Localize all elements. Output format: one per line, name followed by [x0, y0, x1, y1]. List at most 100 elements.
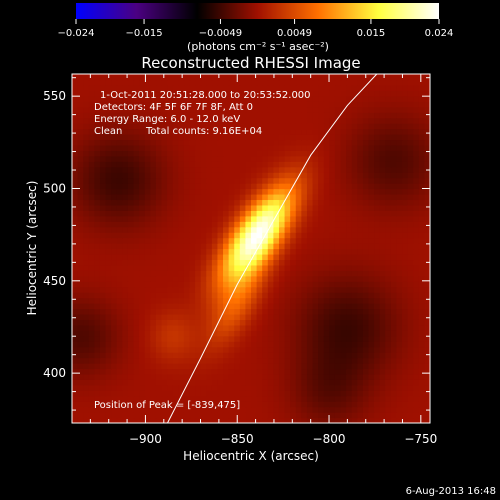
- image-pixel: [116, 90, 123, 97]
- image-pixel: [418, 275, 426, 282]
- image-pixel: [396, 286, 403, 293]
- image-pixel: [374, 330, 381, 337]
- image-pixel: [407, 90, 414, 97]
- image-pixel: [189, 183, 196, 190]
- image-pixel: [88, 341, 95, 348]
- image-pixel: [346, 357, 353, 364]
- image-pixel: [290, 253, 297, 261]
- image-pixel: [273, 183, 280, 190]
- image-pixel: [88, 112, 95, 119]
- image-pixel: [290, 357, 297, 364]
- image-pixel: [88, 330, 95, 337]
- image-pixel: [385, 123, 392, 130]
- image-pixel: [72, 395, 79, 402]
- image-pixel: [290, 330, 297, 337]
- image-pixel: [116, 264, 123, 271]
- image-pixel: [105, 161, 112, 168]
- image-pixel: [340, 303, 347, 310]
- image-pixel: [161, 373, 168, 380]
- image-pixel: [200, 390, 207, 397]
- image-pixel: [278, 346, 286, 353]
- image-pixel: [116, 346, 123, 353]
- image-pixel: [318, 150, 325, 157]
- image-pixel: [301, 368, 308, 375]
- image-pixel: [189, 84, 196, 91]
- image-pixel: [346, 308, 353, 315]
- image-pixel: [133, 313, 140, 320]
- image-pixel: [301, 412, 308, 419]
- image-pixel: [262, 341, 269, 348]
- image-pixel: [178, 133, 185, 141]
- image-pixel: [374, 112, 381, 119]
- image-pixel: [385, 226, 392, 233]
- image-pixel: [424, 264, 430, 271]
- image-pixel: [424, 390, 430, 397]
- image-pixel: [340, 281, 347, 288]
- image-pixel: [195, 95, 202, 102]
- image-pixel: [379, 308, 386, 315]
- image-pixel: [178, 101, 185, 108]
- image-pixel: [346, 390, 353, 397]
- image-pixel: [251, 286, 258, 293]
- image-pixel: [418, 74, 426, 81]
- image-pixel: [94, 226, 101, 233]
- image-pixel: [122, 144, 129, 151]
- image-pixel: [116, 84, 123, 91]
- image-pixel: [245, 303, 252, 310]
- image-pixel: [245, 297, 252, 304]
- image-pixel: [77, 177, 84, 184]
- image-pixel: [72, 270, 79, 277]
- image-pixel: [251, 183, 258, 190]
- image-pixel: [346, 363, 353, 370]
- image-pixel: [161, 379, 168, 386]
- image-pixel: [116, 210, 123, 217]
- image-pixel: [122, 232, 129, 239]
- image-pixel: [189, 123, 196, 130]
- image-pixel: [167, 74, 174, 81]
- image-pixel: [379, 106, 386, 113]
- image-pixel: [150, 248, 157, 255]
- image-pixel: [206, 112, 213, 119]
- image-pixel: [251, 226, 258, 233]
- image-pixel: [83, 193, 90, 201]
- image-pixel: [379, 183, 386, 190]
- image-pixel: [245, 128, 252, 135]
- image-pixel: [183, 319, 191, 326]
- image-pixel: [273, 123, 280, 130]
- image-pixel: [357, 417, 364, 423]
- image-pixel: [245, 412, 252, 419]
- image-pixel: [223, 84, 230, 91]
- image-pixel: [172, 390, 179, 397]
- image-pixel: [379, 297, 386, 304]
- image-pixel: [150, 286, 157, 293]
- image-pixel: [385, 319, 392, 326]
- image-pixel: [306, 117, 314, 124]
- image-pixel: [262, 373, 269, 380]
- image-pixel: [99, 101, 107, 108]
- image-pixel: [178, 341, 185, 348]
- image-pixel: [195, 270, 202, 277]
- image-pixel: [172, 232, 179, 239]
- image-pixel: [105, 188, 112, 195]
- image-pixel: [402, 297, 409, 304]
- image-pixel: [183, 193, 191, 201]
- image-pixel: [77, 352, 84, 359]
- image-pixel: [413, 384, 420, 391]
- image-pixel: [245, 319, 252, 326]
- image-pixel: [413, 275, 420, 282]
- image-pixel: [402, 183, 409, 190]
- image-pixel: [334, 275, 342, 282]
- image-pixel: [329, 199, 336, 206]
- image-pixel: [357, 292, 364, 299]
- image-pixel: [295, 144, 302, 151]
- image-pixel: [368, 308, 375, 315]
- image-pixel: [329, 292, 336, 299]
- image-pixel: [127, 128, 135, 135]
- image-pixel: [189, 221, 196, 228]
- image-pixel: [413, 188, 420, 195]
- image-pixel: [262, 84, 269, 91]
- image-pixel: [301, 243, 308, 250]
- image-pixel: [228, 341, 235, 348]
- image-pixel: [172, 204, 179, 211]
- image-pixel: [178, 226, 185, 233]
